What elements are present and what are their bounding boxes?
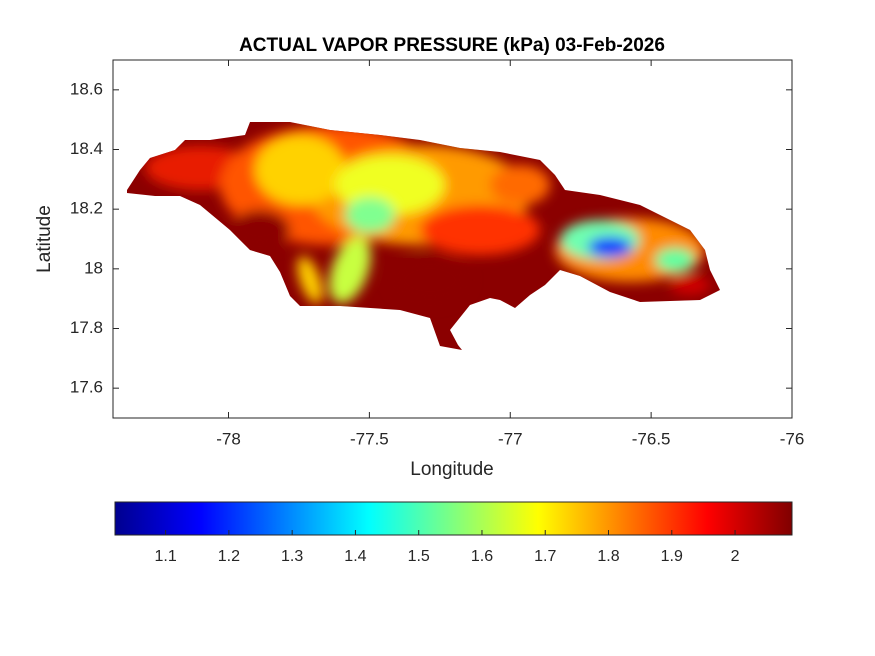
colorbar (114, 501, 793, 536)
y-tick-label: 18 (84, 258, 103, 277)
colorbar-tick-label: 1.2 (218, 548, 240, 565)
y-axis-label: Latitude (34, 205, 55, 273)
x-tick-label: -76.5 (632, 429, 671, 448)
x-tick-label: -76 (780, 429, 805, 448)
colorbar-tick-label: 1.6 (471, 548, 493, 565)
colorbar-tick-label: 1.1 (154, 548, 176, 565)
y-tick-label: 17.6 (70, 378, 103, 397)
colorbar-tick-label: 1.4 (344, 548, 366, 565)
y-tick-label: 18.2 (70, 199, 103, 218)
x-tick-label: -77 (498, 429, 523, 448)
colorbar-tick-label: 1.7 (534, 548, 556, 565)
y-tick-label: 18.4 (70, 139, 103, 158)
x-tick-label: -77.5 (350, 429, 389, 448)
colorbar-tick-label: 2 (731, 548, 740, 565)
colorbar-tick-label: 1.3 (281, 548, 303, 565)
colorbar-tick-label: 1.8 (597, 548, 619, 565)
colorbar-tick-label: 1.9 (661, 548, 683, 565)
x-axis-label: Longitude (410, 459, 493, 480)
chart-title: ACTUAL VAPOR PRESSURE (kPa) 03-Feb-2026 (239, 35, 665, 56)
y-tick-label: 17.8 (70, 318, 103, 337)
colorbar-tick-label: 1.5 (408, 548, 430, 565)
x-tick-label: -78 (216, 429, 241, 448)
y-tick-label: 18.6 (70, 79, 103, 98)
